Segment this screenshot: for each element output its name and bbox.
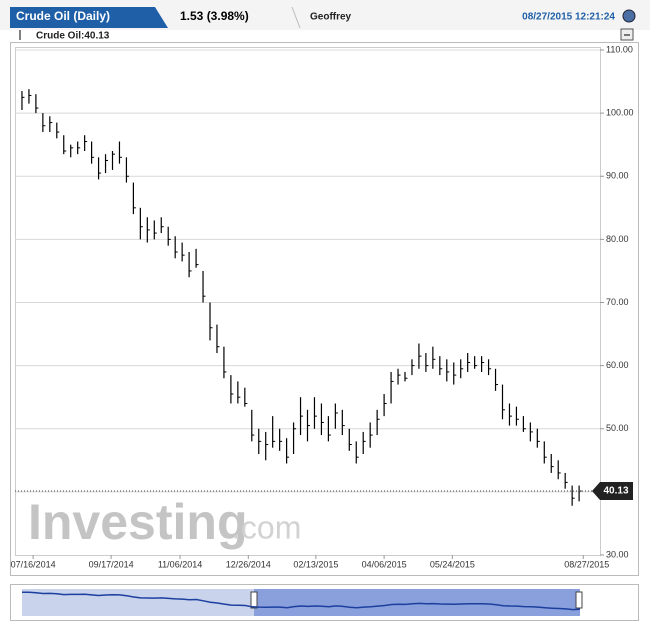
change: 1.53 (3.98%) xyxy=(180,9,249,23)
x-tick-label: 04/06/2015 xyxy=(362,559,407,569)
y-tick-label: 80.00 xyxy=(606,234,629,244)
last-price-label: 40.13 xyxy=(603,486,628,497)
chart-title: Crude Oil (Daily) xyxy=(16,9,110,23)
navigator-window xyxy=(254,589,580,616)
navigator-handle[interactable] xyxy=(250,591,258,609)
navigator-handle[interactable] xyxy=(575,591,583,609)
y-tick-label: 90.00 xyxy=(606,171,629,181)
x-tick-label: 02/13/2015 xyxy=(293,559,338,569)
watermark-suffix: .com xyxy=(232,509,301,545)
y-tick-label: 50.00 xyxy=(606,423,629,433)
title-tab xyxy=(10,7,168,28)
chart-frame xyxy=(10,42,639,576)
legend: Crude Oil:40.13 xyxy=(36,31,110,42)
y-tick-label: 100.00 xyxy=(606,108,634,118)
navigator-line xyxy=(21,591,581,611)
watermark-main: Investing xyxy=(28,494,247,550)
x-tick-label: 07/16/2014 xyxy=(11,559,56,569)
watermark: Investing .com xyxy=(28,494,301,550)
x-tick-label: 11/06/2014 xyxy=(158,559,202,569)
plot-frame xyxy=(15,47,601,556)
settings-button[interactable] xyxy=(622,9,636,23)
x-tick-label: 05/24/2015 xyxy=(430,559,475,569)
x-tick-label: 12/26/2014 xyxy=(226,559,271,569)
last-price-box xyxy=(592,482,633,501)
x-tick-label: 09/17/2014 xyxy=(89,559,134,569)
divider xyxy=(291,6,301,29)
y-tick-label: 60.00 xyxy=(606,360,629,370)
y-tick-label: 70.00 xyxy=(606,297,629,307)
y-tick-label: 110.00 xyxy=(606,44,633,54)
y-tick-label: 30.00 xyxy=(606,549,629,559)
user: Geoffrey xyxy=(310,12,352,23)
timestamp: 08/27/2015 12:21:24 xyxy=(522,12,615,23)
x-tick-label: 08/27/2015 xyxy=(564,559,609,569)
